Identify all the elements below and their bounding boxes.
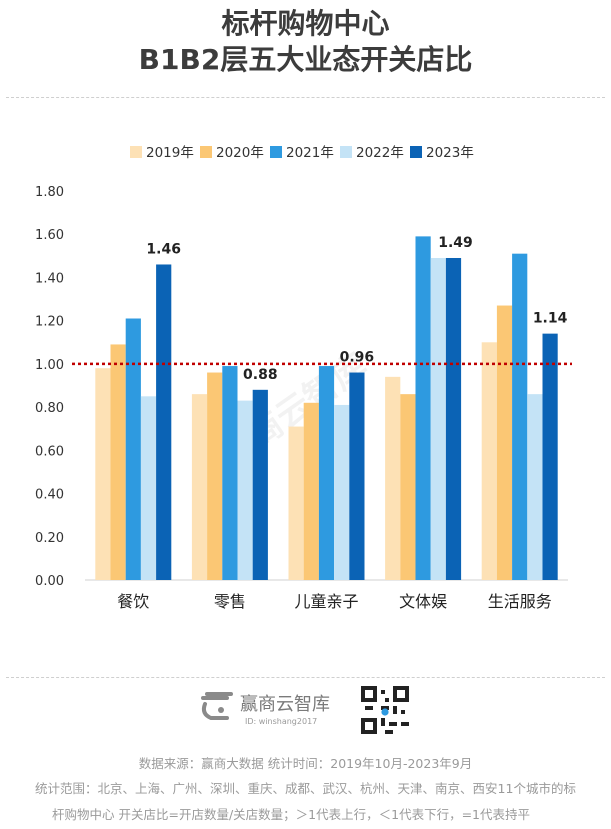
y-tick-label: 0.00 — [35, 574, 64, 589]
bar — [222, 366, 238, 580]
legend-label: 2023年 — [426, 145, 474, 161]
legend-swatch — [410, 146, 422, 158]
bar — [237, 400, 253, 580]
qr-code-icon — [361, 686, 409, 734]
bar — [400, 394, 416, 580]
data-label: 1.46 — [146, 241, 181, 257]
bar-chart: 赢商云智库0.000.200.400.600.801.001.201.401.6… — [35, 145, 572, 611]
brand-id: ID: winshang2017 — [245, 717, 318, 726]
footer-definition: 杆购物中心 开关店比=开店数量/关店数量；＞1代表上行，＜1代表下行，=1代表持… — [52, 807, 530, 822]
y-tick-label: 0.60 — [35, 444, 64, 459]
data-label: 1.49 — [438, 235, 473, 251]
x-tick-label: 儿童亲子 — [294, 592, 358, 611]
top-divider — [6, 97, 605, 98]
bar — [95, 368, 111, 580]
bar — [288, 426, 304, 580]
middle-divider — [6, 677, 605, 678]
bar — [334, 404, 350, 580]
y-tick-label: 1.20 — [35, 315, 64, 330]
footer-source: 数据来源：赢商大数据 统计时间：2019年10月-2023年9月 — [138, 756, 473, 771]
bar — [430, 257, 446, 580]
y-tick-label: 0.40 — [35, 488, 64, 503]
legend-label: 2022年 — [356, 145, 404, 161]
legend-swatch — [200, 146, 212, 158]
bar — [445, 257, 462, 580]
bar — [207, 372, 223, 580]
bar — [140, 396, 157, 580]
bar — [481, 342, 497, 580]
y-tick-label: 1.40 — [35, 271, 64, 286]
bar — [156, 264, 172, 580]
chart-title-line2: B1B2层五大业态开关店比 — [138, 43, 473, 76]
y-tick-label: 1.60 — [35, 228, 64, 243]
bar — [496, 305, 513, 580]
brand-logo-icon — [201, 692, 233, 720]
legend-swatch — [340, 146, 352, 158]
legend-label: 2019年 — [146, 145, 194, 161]
bar — [125, 318, 141, 580]
y-tick-label: 0.20 — [35, 531, 64, 546]
bar — [110, 344, 126, 580]
x-tick-label: 零售 — [214, 592, 246, 611]
legend-swatch — [270, 146, 282, 158]
y-tick-label: 1.00 — [35, 358, 64, 373]
bar — [512, 253, 528, 580]
bar — [385, 376, 401, 580]
bar — [303, 402, 319, 580]
x-tick-label: 文体娱 — [399, 592, 447, 611]
chart-title-line1: 标杆购物中心 — [221, 7, 390, 40]
bar — [191, 394, 208, 580]
bar — [527, 394, 543, 580]
x-tick-label: 生活服务 — [488, 592, 552, 611]
footer-scope: 统计范围：北京、上海、广州、深圳、重庆、成都、武汉、杭州、天津、南京、西安11个… — [35, 781, 576, 796]
data-label: 0.96 — [340, 350, 375, 366]
legend-swatch — [130, 146, 142, 158]
y-tick-label: 0.80 — [35, 401, 64, 416]
data-label: 0.88 — [243, 367, 278, 383]
data-label: 1.14 — [533, 311, 568, 327]
bar — [318, 366, 335, 580]
bar — [252, 389, 268, 580]
brand-name: 赢商云智库 — [240, 694, 330, 715]
legend-label: 2020年 — [216, 145, 264, 161]
bar — [542, 333, 558, 580]
x-tick-label: 餐饮 — [117, 592, 149, 611]
bar — [349, 372, 365, 580]
y-tick-label: 1.80 — [35, 185, 64, 200]
legend-label: 2021年 — [286, 145, 334, 161]
bar — [415, 236, 431, 580]
